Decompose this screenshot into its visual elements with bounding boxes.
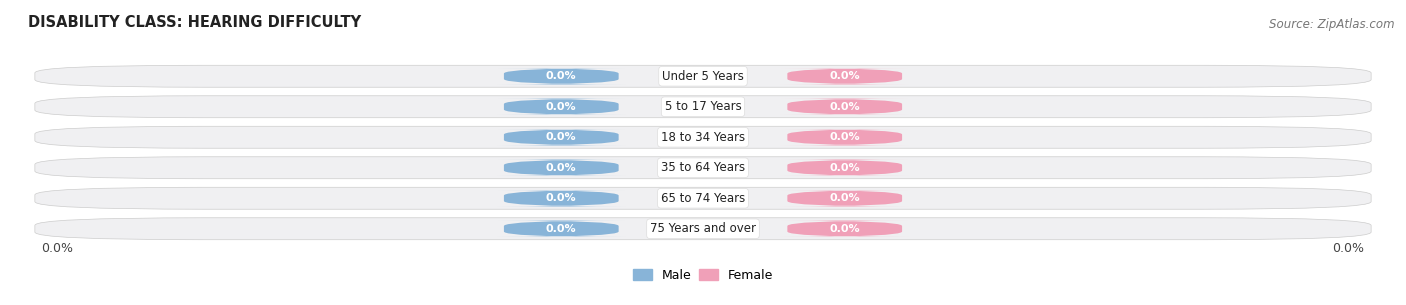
Text: 65 to 74 Years: 65 to 74 Years [661, 192, 745, 205]
Text: 18 to 34 Years: 18 to 34 Years [661, 131, 745, 144]
FancyBboxPatch shape [780, 221, 908, 237]
FancyBboxPatch shape [35, 126, 1371, 148]
FancyBboxPatch shape [498, 160, 626, 176]
Text: 0.0%: 0.0% [546, 163, 576, 173]
Text: 0.0%: 0.0% [546, 102, 576, 112]
FancyBboxPatch shape [35, 187, 1371, 209]
FancyBboxPatch shape [498, 190, 626, 206]
Text: Under 5 Years: Under 5 Years [662, 70, 744, 83]
Text: 0.0%: 0.0% [830, 163, 860, 173]
FancyBboxPatch shape [35, 96, 1371, 118]
FancyBboxPatch shape [35, 157, 1371, 179]
Text: 35 to 64 Years: 35 to 64 Years [661, 161, 745, 174]
Text: 0.0%: 0.0% [1333, 242, 1364, 255]
FancyBboxPatch shape [780, 190, 908, 206]
Text: 0.0%: 0.0% [546, 132, 576, 142]
FancyBboxPatch shape [498, 129, 626, 145]
Text: DISABILITY CLASS: HEARING DIFFICULTY: DISABILITY CLASS: HEARING DIFFICULTY [28, 15, 361, 30]
FancyBboxPatch shape [498, 221, 626, 237]
Legend: Male, Female: Male, Female [628, 264, 778, 287]
Text: 75 Years and over: 75 Years and over [650, 222, 756, 235]
Text: 0.0%: 0.0% [546, 71, 576, 81]
Text: 0.0%: 0.0% [42, 242, 73, 255]
Text: 0.0%: 0.0% [546, 224, 576, 234]
FancyBboxPatch shape [780, 160, 908, 176]
Text: 0.0%: 0.0% [830, 193, 860, 203]
FancyBboxPatch shape [35, 218, 1371, 240]
FancyBboxPatch shape [780, 99, 908, 115]
Text: 0.0%: 0.0% [830, 102, 860, 112]
FancyBboxPatch shape [498, 68, 626, 84]
Text: 5 to 17 Years: 5 to 17 Years [665, 100, 741, 113]
Text: 0.0%: 0.0% [546, 193, 576, 203]
Text: Source: ZipAtlas.com: Source: ZipAtlas.com [1270, 18, 1395, 31]
Text: 0.0%: 0.0% [830, 224, 860, 234]
FancyBboxPatch shape [498, 99, 626, 115]
Text: 0.0%: 0.0% [830, 132, 860, 142]
FancyBboxPatch shape [780, 68, 908, 84]
Text: 0.0%: 0.0% [830, 71, 860, 81]
FancyBboxPatch shape [35, 65, 1371, 87]
FancyBboxPatch shape [780, 129, 908, 145]
